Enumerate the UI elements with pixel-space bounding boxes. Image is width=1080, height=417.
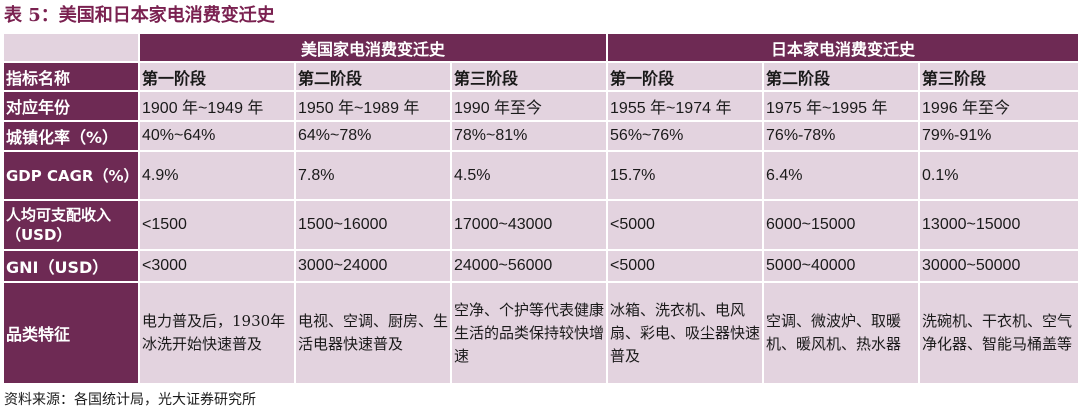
data-cell: 1950 年~1989 年 (294, 90, 452, 122)
appliance-history-table: 美国家电消费变迁史 日本家电消费变迁史 指标名称 第一阶段 第二阶段 第三阶段 … (2, 32, 1080, 385)
data-cell: 1900 年~1949 年 (138, 90, 296, 122)
table-row: GNI（USD） <3000 3000~24000 24000~56000 <5… (2, 249, 1080, 283)
data-cell: 空调、微波炉、取暖机、暖风机、热水器 (762, 281, 921, 385)
data-cell: 0.1% (918, 150, 1080, 201)
data-cell: 24000~56000 (449, 249, 609, 283)
group-header-row: 美国家电消费变迁史 日本家电消费变迁史 (2, 32, 1080, 63)
data-cell: 1996 年至今 (918, 90, 1080, 122)
data-cell: 15.7% (606, 150, 765, 201)
data-cell: 6000~15000 (762, 199, 921, 251)
row-label: GDP CAGR（%） (2, 150, 140, 201)
table-row: GDP CAGR（%） 4.9% 7.8% 4.5% 15.7% 6.4% 0.… (2, 150, 1080, 201)
data-cell: 洗碗机、干衣机、空气净化器、智能马桶盖等 (918, 281, 1080, 385)
stage-cell: 第一阶段 (606, 61, 765, 92)
data-cell: 1500~16000 (294, 199, 452, 251)
jp-group-header: 日本家电消费变迁史 (606, 32, 1080, 63)
data-cell: 1990 年至今 (449, 90, 609, 122)
stage-header-row: 指标名称 第一阶段 第二阶段 第三阶段 第一阶段 第二阶段 第三阶段 (2, 61, 1080, 92)
data-cell: 17000~43000 (449, 199, 609, 251)
table-row: 城镇化率（%） 40%~64% 64%~78% 78%~81% 56%~76% … (2, 120, 1080, 152)
data-cell: 1955 年~1974 年 (606, 90, 765, 122)
data-cell: 79%-91% (918, 120, 1080, 152)
table-row: 品类特征 电力普及后，1930年冰洗开始快速普及 电视、空调、厨房、生活电器快速… (2, 281, 1080, 385)
row-label: GNI（USD） (2, 249, 140, 283)
data-cell: 40%~64% (138, 120, 296, 152)
table-row: 对应年份 1900 年~1949 年 1950 年~1989 年 1990 年至… (2, 90, 1080, 122)
row-label: 对应年份 (2, 90, 140, 122)
data-cell: 30000~50000 (918, 249, 1080, 283)
corner-cell (2, 32, 140, 63)
data-cell: <1500 (138, 199, 296, 251)
data-cell: 13000~15000 (918, 199, 1080, 251)
data-cell: <5000 (606, 199, 765, 251)
data-cell: 64%~78% (294, 120, 452, 152)
data-cell: 1975 年~1995 年 (762, 90, 921, 122)
data-cell: 6.4% (762, 150, 921, 201)
data-cell: 76%-78% (762, 120, 921, 152)
data-cell: 空净、个护等代表健康生活的品类保持较快增速 (449, 281, 609, 385)
stage-cell: 第三阶段 (918, 61, 1080, 92)
table-row: 人均可支配收入（USD） <1500 1500~16000 17000~4300… (2, 199, 1080, 251)
stage-cell: 第二阶段 (294, 61, 452, 92)
us-group-header: 美国家电消费变迁史 (137, 32, 609, 63)
data-cell: 7.8% (294, 150, 452, 201)
data-cell: 3000~24000 (294, 249, 452, 283)
data-cell: <3000 (138, 249, 296, 283)
data-cell: <5000 (606, 249, 765, 283)
data-cell: 4.9% (138, 150, 296, 201)
data-cell: 56%~76% (606, 120, 765, 152)
stage-cell: 第一阶段 (138, 61, 296, 92)
row-label: 人均可支配收入（USD） (2, 199, 140, 251)
table-title: 表 5：美国和日本家电消费变迁史 (4, 5, 275, 26)
source-note: 资料来源：各国统计局，光大证券研究所 (4, 392, 256, 408)
data-cell: 电视、空调、厨房、生活电器快速普及 (294, 281, 452, 385)
data-cell: 4.5% (449, 150, 609, 201)
stage-cell: 第二阶段 (762, 61, 921, 92)
data-cell: 冰箱、洗衣机、电风扇、彩电、吸尘器快速普及 (606, 281, 765, 385)
row-label: 城镇化率（%） (2, 120, 140, 152)
data-cell: 电力普及后，1930年冰洗开始快速普及 (138, 281, 296, 385)
row-label: 指标名称 (2, 61, 140, 92)
stage-cell: 第三阶段 (449, 61, 609, 92)
data-cell: 78%~81% (449, 120, 609, 152)
data-cell: 5000~40000 (762, 249, 921, 283)
row-label: 品类特征 (2, 281, 140, 385)
